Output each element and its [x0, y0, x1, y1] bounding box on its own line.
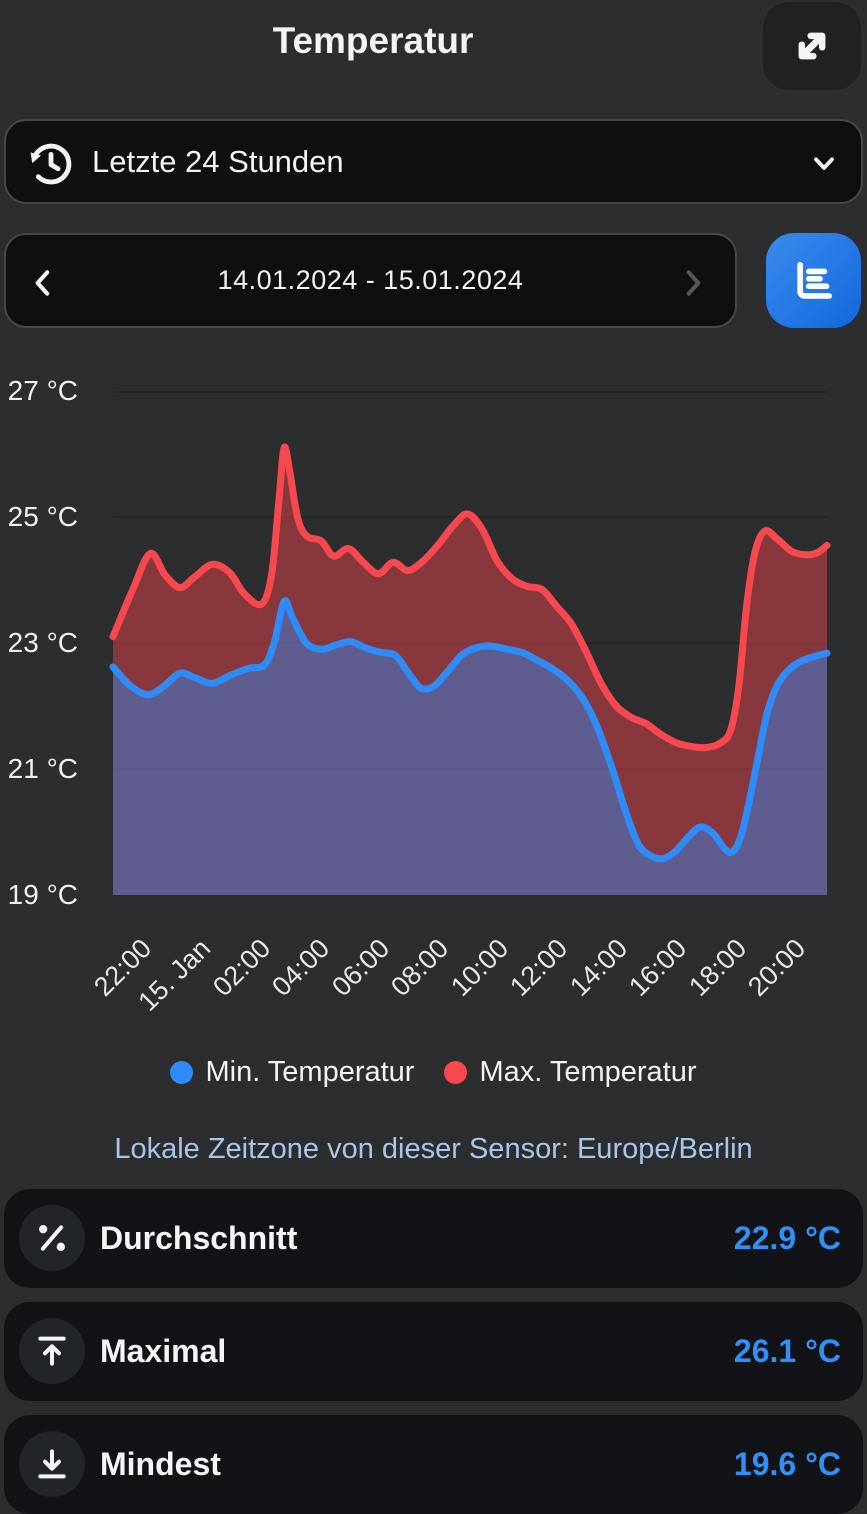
- chart-legend: Min. Temperatur Max. Temperatur: [0, 1056, 867, 1089]
- x-axis-label: 06:00: [325, 933, 395, 1002]
- x-axis-label: 04:00: [266, 933, 336, 1002]
- period-select[interactable]: Letzte 24 Stunden: [4, 119, 863, 204]
- series-line: [109, 597, 831, 863]
- next-period-button[interactable]: [677, 267, 709, 299]
- previous-period-button[interactable]: [28, 267, 60, 299]
- x-axis-label: 08:00: [385, 933, 455, 1002]
- legend-label: Min. Temperatur: [205, 1056, 415, 1088]
- page-title: Temperatur: [272, 20, 474, 61]
- series-area: [113, 447, 827, 895]
- legend-label: Max. Temperatur: [479, 1056, 697, 1088]
- stat-value: 22.9 °C: [733, 1220, 841, 1256]
- stat-label: Mindest: [100, 1446, 221, 1482]
- arrow-down-to-line-icon: [19, 1431, 85, 1497]
- x-axis-label: 12:00: [504, 933, 574, 1002]
- chevron-down-icon: [807, 147, 841, 181]
- stat-row-minimum: Mindest 19.6 °C: [4, 1415, 863, 1514]
- legend-item-max[interactable]: Max. Temperatur: [444, 1056, 697, 1089]
- series-area: [113, 600, 827, 895]
- stat-row-average: Durchschnitt 22.9 °C: [4, 1189, 863, 1288]
- x-axis-label: 14:00: [563, 933, 633, 1002]
- stat-value: 19.6 °C: [733, 1446, 841, 1482]
- history-icon: [26, 139, 76, 189]
- date-range-label: 14.01.2024 - 15.01.2024: [217, 265, 524, 295]
- chart-type-button[interactable]: [766, 233, 861, 328]
- x-axis-label: 02:00: [206, 933, 276, 1002]
- y-axis-label: 21 °C: [7, 753, 78, 784]
- stat-label: Durchschnitt: [100, 1220, 298, 1256]
- x-axis-label: 16:00: [623, 933, 693, 1002]
- temperature-area-chart[interactable]: [109, 391, 831, 903]
- legend-item-min[interactable]: Min. Temperatur: [170, 1056, 414, 1089]
- max-series-dot-icon: [444, 1061, 468, 1084]
- y-axis-label: 27 °C: [7, 375, 78, 406]
- stat-value: 26.1 °C: [733, 1333, 841, 1369]
- date-range-nav: 14.01.2024 - 15.01.2024: [4, 233, 737, 328]
- series-line: [109, 443, 831, 752]
- y-axis-label: 23 °C: [7, 627, 78, 658]
- stat-row-maximum: Maximal 26.1 °C: [4, 1302, 863, 1401]
- arrow-up-to-line-icon: [19, 1318, 85, 1384]
- x-axis-label: 10:00: [444, 933, 514, 1002]
- y-axis-label: 19 °C: [7, 879, 78, 910]
- timezone-note: Lokale Zeitzone von dieser Sensor: Europ…: [114, 1133, 753, 1165]
- x-axis-label: 20:00: [742, 933, 812, 1002]
- min-series-dot-icon: [170, 1061, 194, 1084]
- bar-chart-icon: [788, 255, 840, 307]
- percent-icon: [19, 1205, 85, 1271]
- expand-arrows-icon: [786, 20, 838, 72]
- period-select-value: Letzte 24 Stunden: [92, 143, 344, 179]
- x-axis-label: 18:00: [682, 933, 752, 1002]
- expand-button[interactable]: [763, 2, 861, 90]
- y-axis-label: 25 °C: [7, 501, 78, 532]
- stat-label: Maximal: [100, 1333, 227, 1369]
